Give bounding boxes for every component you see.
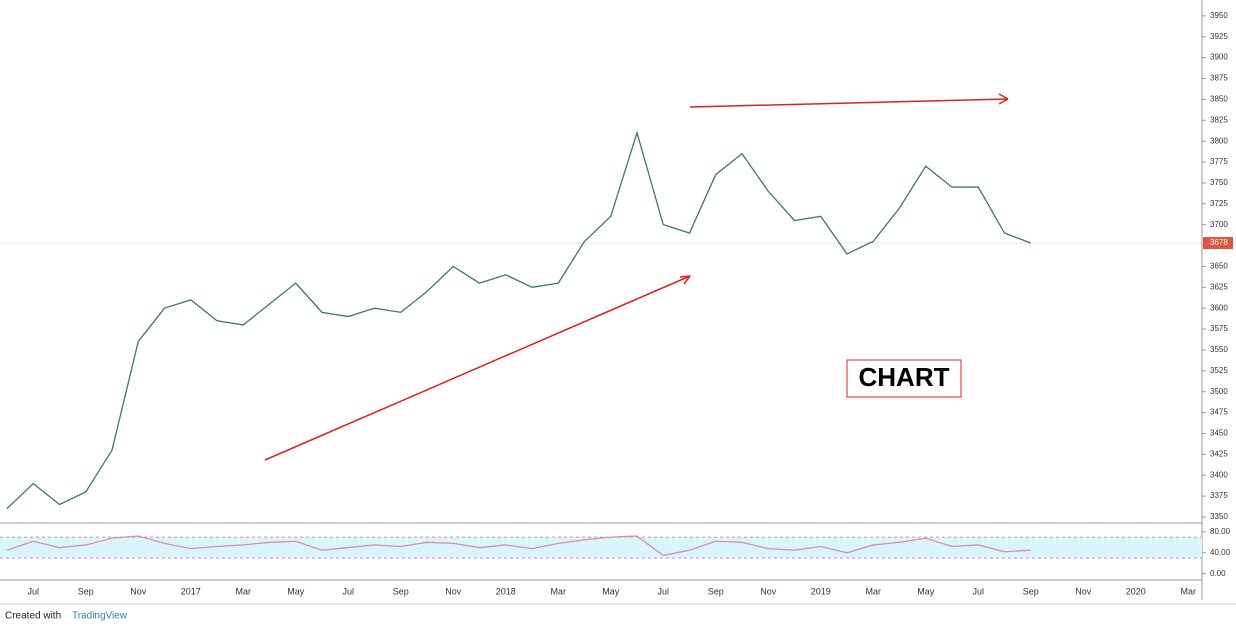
- y-tick-label: 3875: [1210, 74, 1228, 83]
- y-tick-label: 3450: [1210, 429, 1228, 438]
- x-tick-label: 2020: [1126, 586, 1146, 596]
- x-tick-label: 2019: [811, 586, 831, 596]
- x-tick-label: Jul: [657, 586, 669, 596]
- x-tick-label: Nov: [130, 586, 147, 596]
- y-tick-label: 3950: [1210, 11, 1228, 20]
- y-tick-label: 3825: [1210, 115, 1228, 124]
- y-tick-label: 3500: [1210, 387, 1228, 396]
- y-tick-label: 3925: [1210, 32, 1228, 41]
- series-line: [6, 130, 1031, 510]
- y-tick-label: 3850: [1210, 94, 1228, 103]
- y-tick-label: 3600: [1210, 303, 1228, 312]
- x-tick-label: Mar: [1181, 586, 1197, 596]
- y-tick-label: 3375: [1210, 491, 1228, 500]
- y-tick-label: 40.00: [1210, 548, 1231, 557]
- y-tick-label: 3550: [1210, 345, 1228, 354]
- x-tick-label: Nov: [445, 586, 462, 596]
- x-tick-label: Mar: [236, 586, 252, 596]
- x-tick-label: 2017: [181, 586, 201, 596]
- arrow-head: [998, 93, 1009, 105]
- x-tick-label: Jul: [972, 586, 984, 596]
- x-tick-label: 2018: [496, 586, 516, 596]
- x-tick-label: Jul: [342, 586, 354, 596]
- x-tick-label: Sep: [708, 586, 724, 596]
- y-tick-label: 3750: [1210, 178, 1228, 187]
- y-tick-label: 0.00: [1210, 569, 1226, 578]
- arrow: [264, 275, 691, 461]
- x-tick-label: Sep: [78, 586, 94, 596]
- y-tick-label: 3350: [1210, 512, 1228, 521]
- series-line: [6, 535, 1031, 557]
- y-tick-label: 3800: [1210, 136, 1228, 145]
- x-tick-label: Nov: [1075, 586, 1092, 596]
- y-tick-label: 3900: [1210, 53, 1228, 62]
- x-tick-label: Sep: [393, 586, 409, 596]
- y-tick-label: 3475: [1210, 408, 1228, 417]
- x-tick-label: Nov: [760, 586, 777, 596]
- x-tick-label: Mar: [551, 586, 567, 596]
- y-tick-label: 3700: [1210, 220, 1228, 229]
- footer-brand[interactable]: TradingView: [72, 611, 128, 622]
- y-tick-label: 3575: [1210, 324, 1228, 333]
- arrow: [689, 98, 1009, 108]
- x-tick-label: Mar: [866, 586, 882, 596]
- x-tick-label: May: [287, 586, 305, 596]
- y-tick-label: 3775: [1210, 157, 1228, 166]
- x-tick-label: May: [917, 586, 935, 596]
- annotation: CHART: [859, 362, 950, 392]
- footer-text: Created with: [5, 611, 61, 622]
- last-price-box: [1203, 237, 1233, 250]
- y-tick-label: 3650: [1210, 262, 1228, 271]
- y-tick-label: 3400: [1210, 470, 1228, 479]
- annotation-box: [846, 359, 962, 398]
- x-tick-label: May: [602, 586, 620, 596]
- last-price-label: 3678: [1210, 238, 1228, 247]
- y-tick-label: 3625: [1210, 282, 1228, 291]
- y-tick-label: 3425: [1210, 449, 1228, 458]
- arrow-head: [679, 275, 691, 285]
- x-tick-label: Sep: [1023, 586, 1039, 596]
- x-tick-label: Jul: [27, 586, 39, 596]
- y-tick-label: 3725: [1210, 199, 1228, 208]
- rsi-band: [0, 537, 1202, 559]
- y-tick-label: 3525: [1210, 366, 1228, 375]
- y-tick-label: 80.00: [1210, 527, 1231, 536]
